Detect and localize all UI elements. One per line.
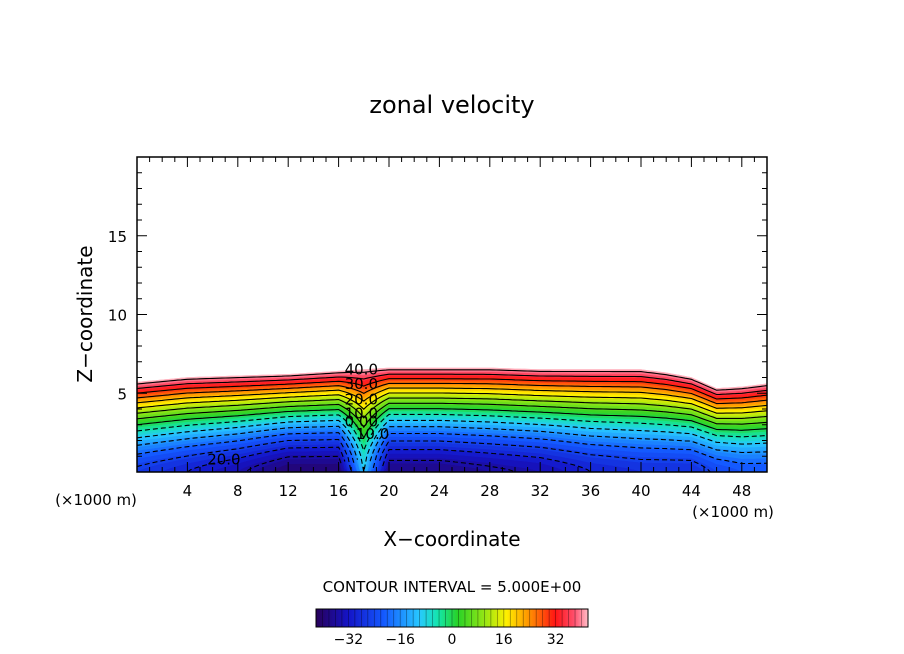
colorbar-tick-label: 0 (448, 632, 457, 648)
contour-line-negative (379, 440, 711, 472)
y-tick-label: 10 (108, 307, 127, 325)
x-tick-label: 28 (480, 482, 499, 500)
contour-line-negative (382, 449, 591, 472)
y-tick-label: 5 (117, 385, 127, 403)
contour-line-negative (137, 425, 359, 460)
x-tick-label: 44 (682, 482, 701, 500)
x-unit-left: (×1000 m) (55, 491, 137, 509)
contour-label: 40.0 (345, 361, 378, 379)
contour-label: 10.0 (345, 405, 378, 423)
contour-line-negative (369, 426, 767, 462)
contour-label: 0.00 (345, 413, 378, 431)
contour-label: 20.0 (345, 391, 378, 409)
colorbar-tick-label: −32 (334, 632, 364, 648)
x-axis-label: X−coordinate (383, 527, 520, 551)
contour-line (137, 369, 767, 391)
contour-lines (137, 369, 767, 472)
x-unit-right: (×1000 m) (692, 503, 774, 521)
contour-line (137, 387, 767, 409)
contour-line-negative (137, 419, 767, 472)
colorbar-ticks: −32 −16 0 16 32 (315, 609, 589, 648)
field-band (137, 463, 767, 472)
contour-line-negative (137, 413, 767, 453)
x-tick-label: 8 (233, 482, 243, 500)
contour-label: 30.0 (345, 375, 378, 393)
contour-line (137, 382, 767, 405)
x-tick-label: 40 (631, 482, 650, 500)
contour-line (137, 402, 767, 429)
x-tick-label: 48 (732, 482, 751, 500)
contour-line-negative (247, 455, 343, 472)
contour-line-negative (137, 432, 355, 465)
contour-label: 20.0 (207, 450, 240, 468)
x-tick-label: 12 (279, 482, 298, 500)
contour-line-negative (372, 432, 767, 469)
contour-interval-text: CONTOUR INTERVAL = 5.000E+00 (323, 578, 582, 596)
x-tick-label: 20 (379, 482, 398, 500)
field-band (137, 458, 767, 472)
x-tick-label: 24 (430, 482, 449, 500)
y-tick-label: 15 (108, 228, 127, 246)
colorbar-tick-label: 16 (495, 632, 513, 648)
contour-line-negative (137, 438, 352, 472)
contour-line (137, 408, 767, 440)
y-axis-label: Z−coordinate (73, 245, 97, 382)
x-tick-label: 4 (183, 482, 193, 500)
contour-line (137, 373, 767, 396)
colorbar (315, 608, 589, 628)
x-tick-label: 36 (581, 482, 600, 500)
contour-label: 10.0 (356, 425, 389, 443)
contour-line (137, 392, 767, 414)
y-ticks: 5 10 15 (108, 156, 767, 473)
contour-line-negative (389, 459, 516, 472)
colorbar-tick-label: −16 (385, 632, 415, 648)
field-band (137, 367, 767, 389)
x-tick-label: 16 (329, 482, 348, 500)
chart-title: zonal velocity (369, 91, 534, 119)
x-ticks: 4 8 12 16 20 24 28 32 36 40 44 48 (136, 157, 768, 500)
x-tick-label: 32 (531, 482, 550, 500)
colorbar-tick-label: 32 (547, 632, 565, 648)
contour-line (137, 378, 767, 400)
contour-line-negative (187, 446, 346, 472)
field-band (137, 454, 767, 472)
contour-line (137, 397, 767, 419)
